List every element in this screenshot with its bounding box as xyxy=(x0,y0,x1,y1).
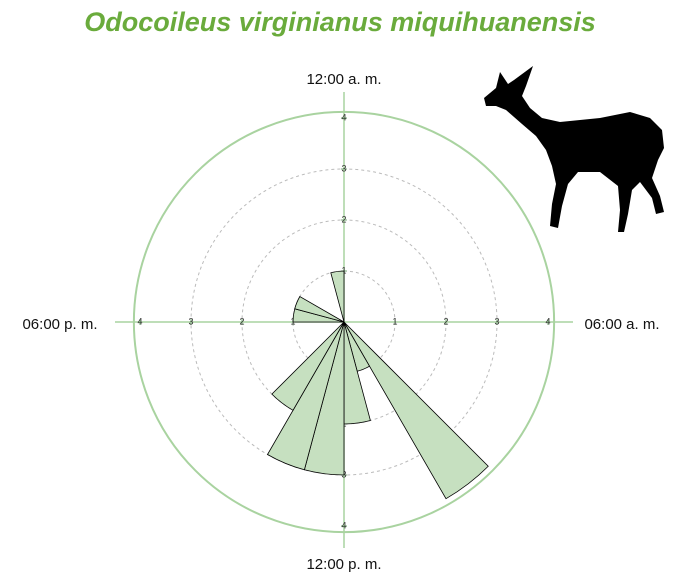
direction-label: 12:00 a. m. xyxy=(306,71,381,88)
direction-label: 12:00 p. m. xyxy=(306,556,381,573)
direction-label: 06:00 p. m. xyxy=(22,316,97,333)
r-tick-label: 2 xyxy=(239,316,244,326)
r-tick-label: 4 xyxy=(137,316,142,326)
r-tick-label: 3 xyxy=(188,316,193,326)
r-tick-label: 3 xyxy=(494,316,499,326)
deer-silhouette xyxy=(484,66,664,232)
r-tick-label: 3 xyxy=(341,163,346,173)
r-tick-label: 4 xyxy=(545,316,550,326)
r-tick-label: 2 xyxy=(341,214,346,224)
r-tick-label: 4 xyxy=(341,520,346,530)
wedge xyxy=(331,271,344,322)
chart: Odocoileus virginianus miquihuanensis 1 1… xyxy=(0,0,673,577)
chart-title: Odocoileus virginianus miquihuanensis xyxy=(84,7,596,37)
r-tick-label: 4 xyxy=(341,112,346,122)
r-tick-label: 2 xyxy=(443,316,448,326)
r-tick-label: 1 xyxy=(392,316,397,326)
direction-label: 06:00 a. m. xyxy=(584,316,659,333)
